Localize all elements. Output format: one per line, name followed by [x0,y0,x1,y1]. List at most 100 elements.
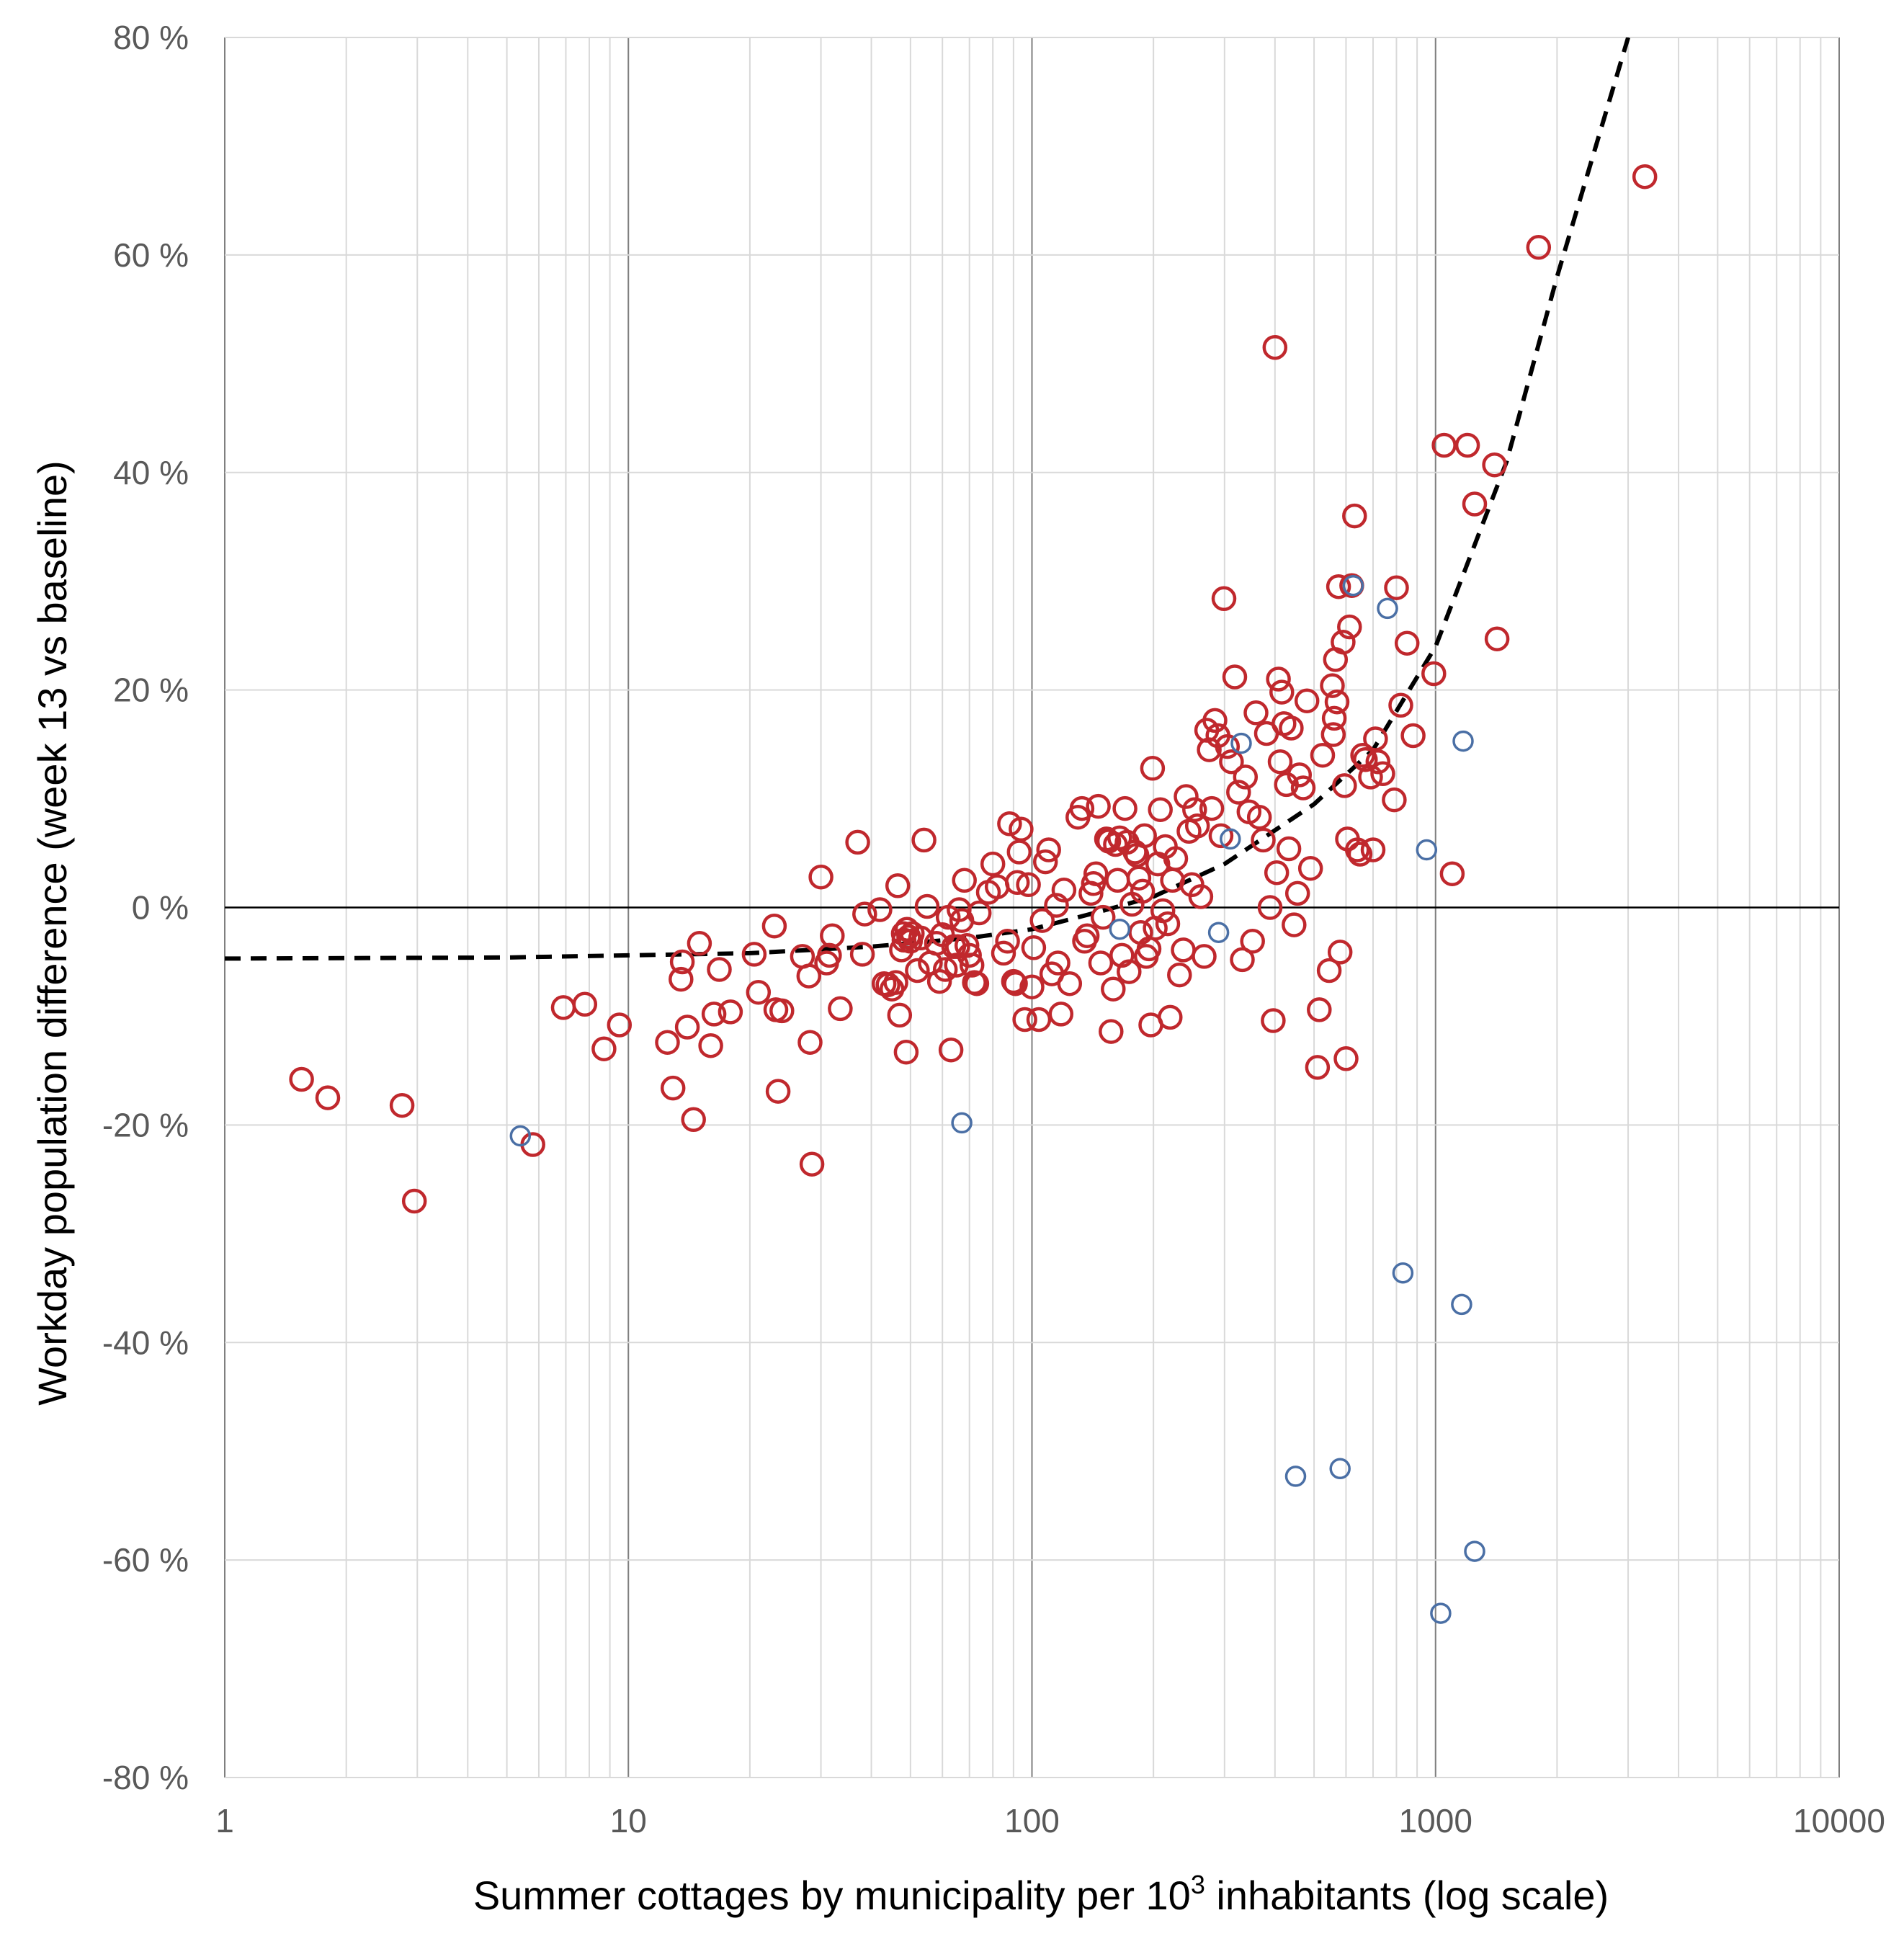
red-data-point [1150,898,1176,924]
red-data-point [1051,878,1077,903]
red-data-point [1230,947,1255,973]
red-data-point [1482,452,1507,478]
red-data-point [1243,700,1269,726]
red-data-point [1264,860,1290,886]
red-data-point [1284,880,1310,906]
red-data-point [911,827,937,853]
red-data-point [828,996,853,1022]
red-data-point [1297,855,1323,881]
red-data-point [1032,849,1058,875]
red-data-point [905,958,930,984]
red-data-point [1307,997,1332,1022]
red-data-point [797,1030,823,1055]
red-data-point [926,968,952,994]
red-data-point [1484,626,1510,651]
y-tick-label: 20 % [113,672,189,709]
red-data-point [687,931,712,956]
red-data-point [1358,764,1383,790]
red-data-point [1069,795,1095,821]
red-data-point [1370,761,1395,787]
blue-data-point [1430,1602,1452,1624]
red-data-point [1003,971,1028,996]
red-data-point [1342,503,1367,529]
y-tick-label: 60 % [113,236,189,274]
red-data-point [1167,962,1192,988]
tick-labels: 80 % 60 % 40 % 20 % 0 % -20 % -40 % -60 % -80 % 1… [102,19,1885,1839]
red-data-point [1036,837,1061,862]
red-data-point [1388,692,1413,718]
red-data-point [1266,666,1291,692]
red-data-point [1012,1007,1037,1033]
blue-data-point [1220,828,1241,850]
red-data-point [741,942,767,967]
red-data-point [1132,823,1157,849]
red-data-point [1215,733,1241,759]
red-data-point [1045,950,1071,976]
red-data-point [1324,689,1350,715]
red-data-point [1240,929,1265,954]
red-data-point [952,868,977,893]
red-data-point [997,811,1022,837]
red-data-point [1130,878,1156,904]
x-axis-title: Summer cottages by municipality per 103 … [473,1870,1609,1918]
red-data-point [1004,870,1030,896]
blue-data-point [1392,1262,1414,1284]
red-data-point [669,966,694,992]
red-data-point [1337,614,1362,640]
red-data-point [1384,575,1409,600]
red-data-point [1257,895,1283,920]
red-data-point [1320,722,1346,747]
blue-data-point [1329,1458,1351,1480]
red-data-point [1090,904,1116,930]
red-data-point [1246,804,1272,830]
red-data-point [1184,813,1210,839]
red-data-point [1117,959,1142,984]
red-data-point [1199,795,1225,821]
x-tick-label: 1 [215,1802,234,1839]
red-data-point [1251,827,1276,853]
red-data-point [1202,708,1228,733]
red-data-point [1310,742,1336,768]
red-data-point [769,998,795,1024]
red-data-point [1279,715,1304,741]
y-tick-label: 0 % [132,889,189,927]
red-data-point [746,979,772,1005]
blue-data-point [1342,574,1364,597]
x-tick-label: 10000 [1793,1802,1885,1839]
red-data-point [315,1085,341,1110]
red-data-point [1188,884,1214,909]
red-data-point [1226,780,1251,805]
red-data-point [1332,773,1357,798]
red-data-point [1026,1007,1052,1033]
red-data-point [1081,871,1107,896]
red-data-point [1400,723,1426,749]
blue-data-point [1452,730,1474,752]
red-data-point [1222,664,1248,690]
red-data-point [1431,432,1457,458]
red-data-point [1192,944,1217,969]
blue-data-point [1464,1540,1485,1562]
red-data-point [1454,432,1480,458]
red-data-point [1347,842,1373,867]
red-data-point [1305,1055,1331,1080]
red-data-point [1394,630,1420,656]
red-data-point [1211,586,1237,612]
red-data-point [1019,974,1045,999]
red-data-point [820,923,845,948]
red-data-point [1353,746,1378,772]
red-data-point [1333,1046,1359,1071]
blue-data-point [1109,918,1131,940]
red-data-point [957,942,982,968]
red-data-point [887,1002,913,1028]
red-data-point [1074,923,1100,948]
red-data-point [1083,861,1109,886]
red-data-point [1331,629,1356,655]
red-data-point [718,999,743,1025]
red-data-point [1148,797,1173,822]
red-data-point [1382,787,1407,813]
red-data-point [1112,795,1138,821]
blue-data-point [951,1112,973,1134]
red-data-point [1261,1008,1286,1033]
red-data-point [1327,940,1353,965]
red-data-point [980,851,1006,877]
